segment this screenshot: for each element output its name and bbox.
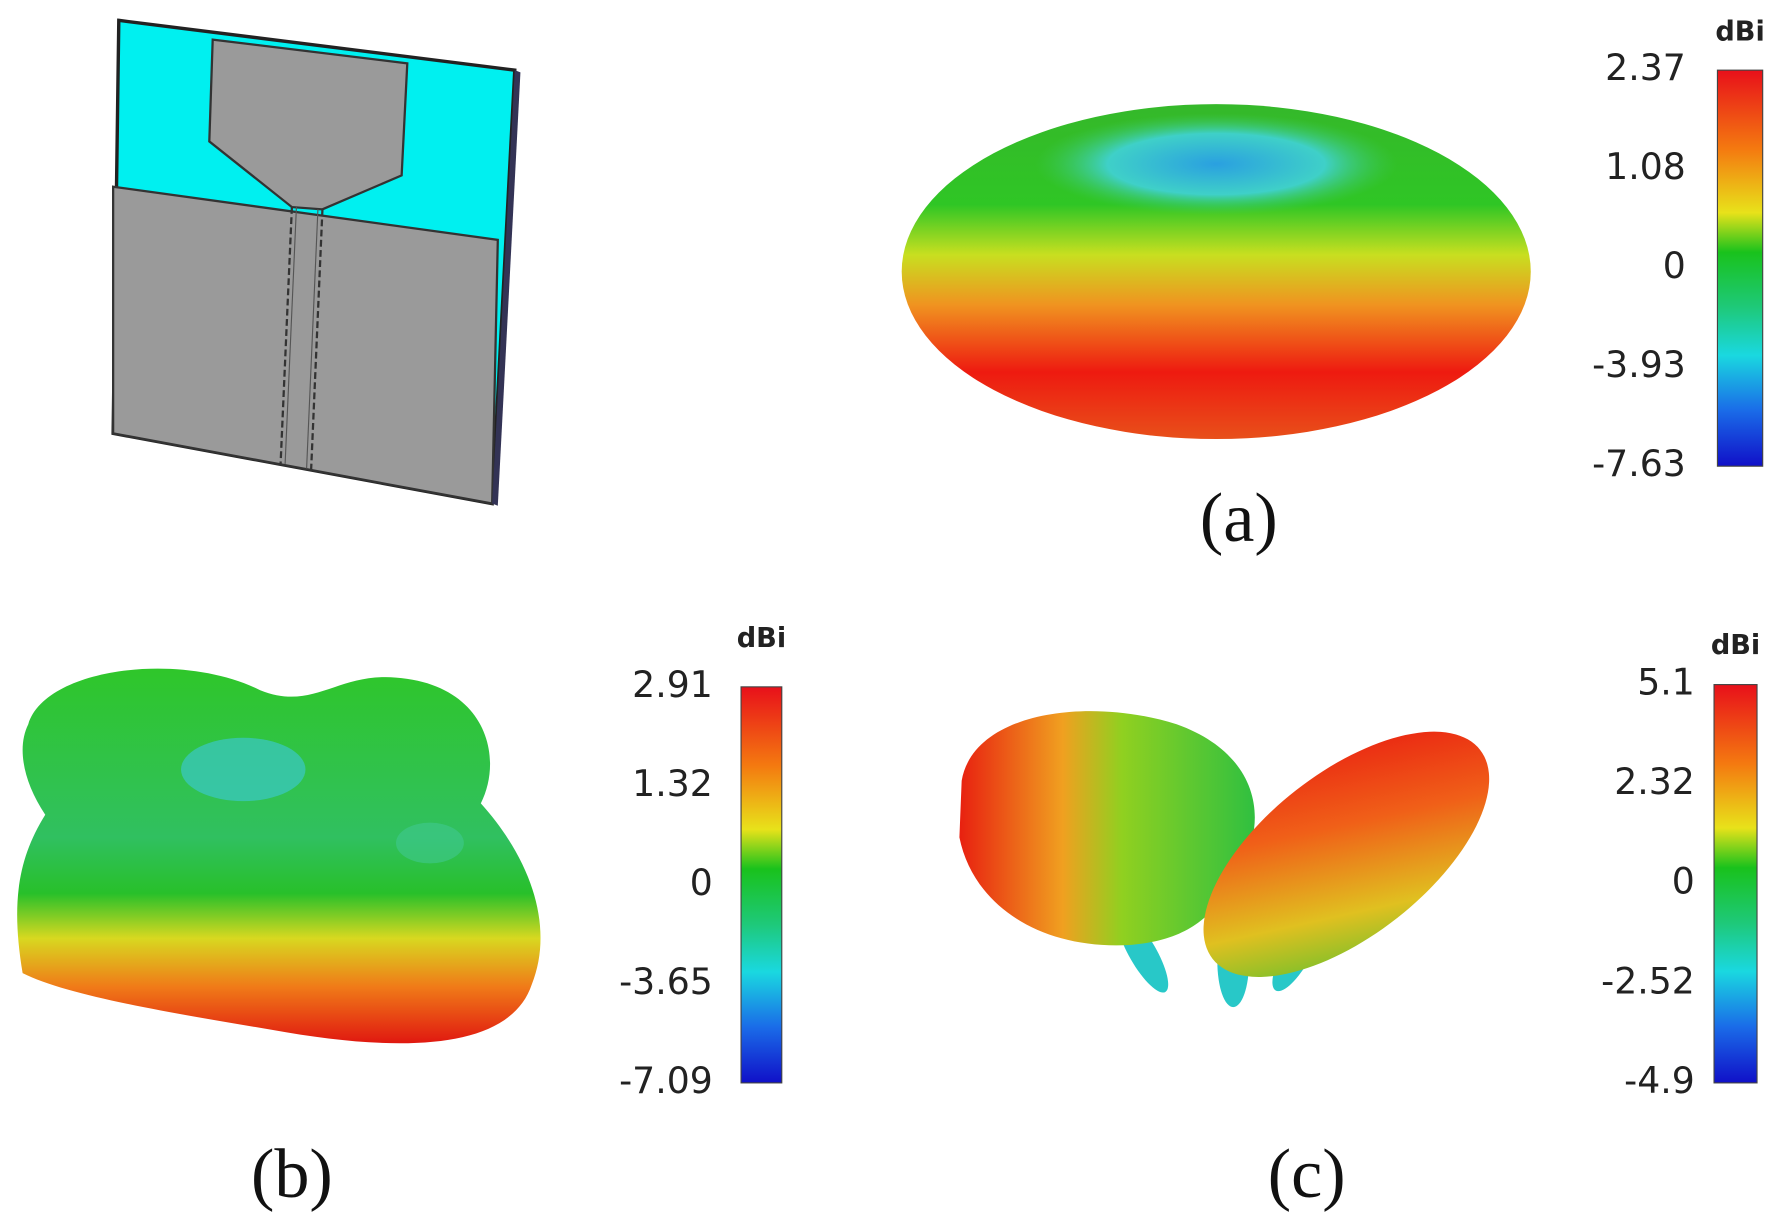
pattern-a: [901, 104, 1531, 440]
colorbar-tick-label: 1.08: [1605, 145, 1686, 188]
colorbar-tick-label: 0: [1672, 860, 1695, 903]
panel-label: (b): [251, 1135, 333, 1213]
colorbar-tick-label: 2.32: [1614, 760, 1695, 803]
colorbar-tick-label: -3.65: [619, 960, 713, 1003]
colorbar-tick-label: -3.93: [1592, 343, 1686, 386]
colorbar-tick-label: 0: [1663, 244, 1686, 287]
colorbar-tick-label: -2.52: [1601, 959, 1695, 1002]
colorbar: [1713, 684, 1758, 1084]
colorbar-tick-label: 2.91: [632, 663, 713, 706]
colorbars: dBi 2.37 1.08 0 -3.93 -7.63 (a) dBi 2.91 1.32 0 -3.…: [251, 17, 1765, 1213]
colorbar-tick-label: -4.9: [1624, 1059, 1695, 1102]
colorbar-tick-label: 1.32: [632, 762, 713, 805]
colorbar-unit: dBi: [1711, 630, 1760, 661]
panel-label: (a): [1200, 479, 1278, 557]
panel-label: (c): [1268, 1135, 1346, 1213]
colorbar-tick-label: 2.37: [1605, 46, 1686, 89]
pattern-b: [17, 668, 541, 1044]
colorbar-tick-label: -7.63: [1592, 442, 1686, 485]
colorbar-tick-label: -7.09: [619, 1059, 713, 1102]
colorbar: [1716, 69, 1764, 467]
colorbar-tick-label: 5.1: [1637, 661, 1695, 704]
antenna: [111, 18, 521, 506]
colorbar: [740, 686, 783, 1084]
pattern-c: [959, 711, 1490, 1008]
colorbar-unit: dBi: [1715, 17, 1764, 48]
colorbar-tick-label: 0: [690, 861, 713, 904]
colorbar-unit: dBi: [737, 623, 786, 654]
